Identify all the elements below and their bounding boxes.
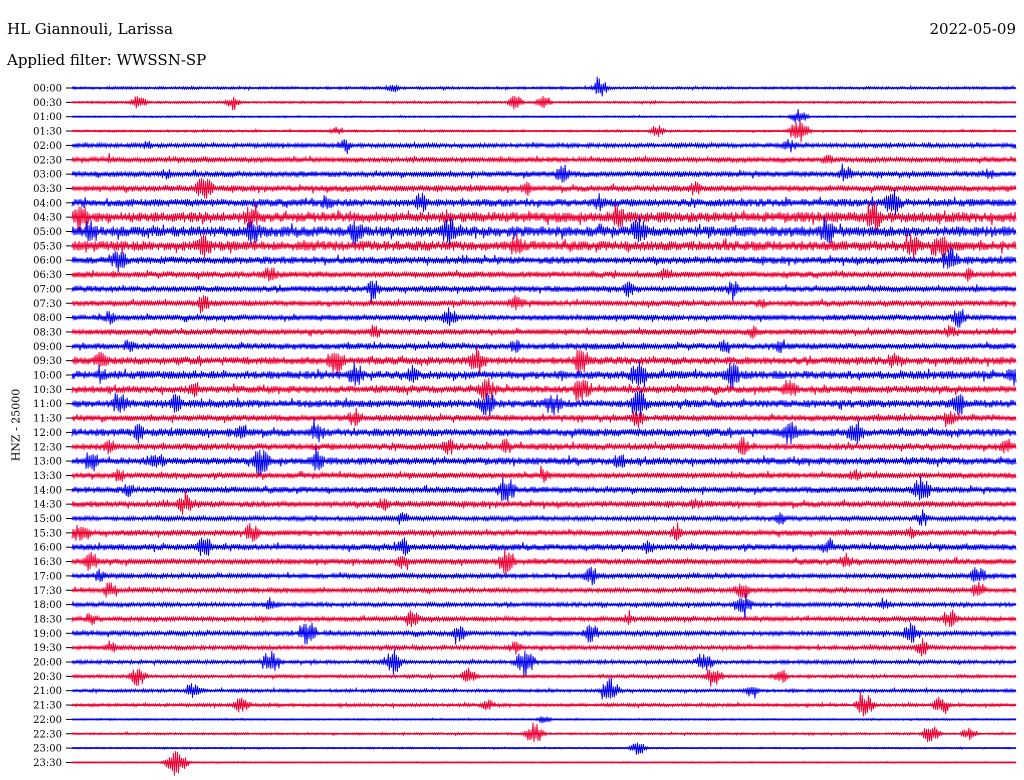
time-tick-label: 03:00 <box>33 170 62 181</box>
station-title: HL Giannouli, Larissa <box>7 20 173 38</box>
time-tick-label: 21:00 <box>33 686 62 697</box>
time-tick-label: 13:00 <box>33 457 62 468</box>
trace-line <box>71 95 1017 111</box>
trace-line <box>71 465 1017 483</box>
time-tick-label: 01:00 <box>33 112 62 123</box>
trace-line <box>71 722 1017 743</box>
time-tick-label: 05:00 <box>33 227 62 238</box>
trace-line <box>71 346 1017 376</box>
trace-line <box>71 593 1017 620</box>
time-tick-label: 07:30 <box>33 299 62 310</box>
record-date: 2022-05-09 <box>929 20 1016 38</box>
trace-line <box>71 667 1017 687</box>
trace-line <box>71 139 1017 155</box>
time-tick-label: 01:30 <box>33 127 62 138</box>
time-tick-label: 22:30 <box>33 729 62 740</box>
time-tick-label: 11:00 <box>33 399 62 410</box>
trace-line <box>71 216 1017 247</box>
trace-line <box>71 750 1017 776</box>
time-tick-label: 12:00 <box>33 428 62 439</box>
trace-line <box>71 691 1017 717</box>
time-tick-label: 20:00 <box>33 658 62 669</box>
time-tick-label: 04:30 <box>33 213 62 224</box>
time-tick-label: 00:30 <box>33 98 62 109</box>
trace-line <box>71 522 1017 542</box>
trace-line <box>71 418 1017 445</box>
trace-line <box>71 280 1017 304</box>
time-tick-label: 10:00 <box>33 371 62 382</box>
time-tick-label: 05:30 <box>33 241 62 252</box>
trace-line <box>71 390 1017 419</box>
time-tick-label: 06:00 <box>33 256 62 267</box>
time-tick-label: 16:00 <box>33 543 62 554</box>
time-tick-label: 18:00 <box>33 600 62 611</box>
time-tick-label: 08:00 <box>33 313 62 324</box>
time-tick-label: 02:30 <box>33 155 62 166</box>
time-tick-label: 09:30 <box>33 356 62 367</box>
time-tick-label: 07:00 <box>33 284 62 295</box>
trace-line <box>71 489 1017 515</box>
trace-line <box>71 295 1017 314</box>
time-tick-label: 23:00 <box>33 744 62 755</box>
time-tick-label: 11:30 <box>33 414 62 425</box>
time-tick-label: 16:30 <box>33 557 62 568</box>
time-tick-label: 23:30 <box>33 758 62 769</box>
time-tick-label: 19:00 <box>33 629 62 640</box>
time-tick-label: 13:30 <box>33 471 62 482</box>
trace-line <box>71 109 1017 123</box>
time-tick-label: 06:30 <box>33 270 62 281</box>
time-tick-label: 04:00 <box>33 198 62 209</box>
time-tick-label: 14:30 <box>33 500 62 511</box>
filter-label: Applied filter: WWSSN-SP <box>7 51 207 69</box>
time-tick-label: 02:00 <box>33 141 62 152</box>
trace-line <box>71 163 1017 183</box>
time-tick-label: 08:30 <box>33 327 62 338</box>
trace-line <box>71 509 1017 526</box>
time-tick-label: 15:00 <box>33 514 62 525</box>
time-tick-label: 15:30 <box>33 528 62 539</box>
trace-line <box>71 677 1017 700</box>
time-tick-label: 10:30 <box>33 385 62 396</box>
time-tick-label: 18:30 <box>33 614 62 625</box>
time-tick-label: 17:00 <box>33 571 62 582</box>
time-tick-label: 22:00 <box>33 715 62 726</box>
trace-line <box>71 307 1017 328</box>
trace-line <box>71 76 1017 97</box>
time-tick-label: 17:30 <box>33 586 62 597</box>
time-tick-label: 21:30 <box>33 701 62 712</box>
trace-line <box>71 152 1017 164</box>
time-tick-label: 14:00 <box>33 485 62 496</box>
time-tick-label: 20:30 <box>33 672 62 683</box>
time-tick-label: 19:30 <box>33 643 62 654</box>
time-tick-label: 12:30 <box>33 442 62 453</box>
trace-line <box>71 649 1017 678</box>
time-tick-label: 09:00 <box>33 342 62 353</box>
time-tick-label: 00:00 <box>33 84 62 95</box>
time-tick-label: 03:30 <box>33 184 62 195</box>
